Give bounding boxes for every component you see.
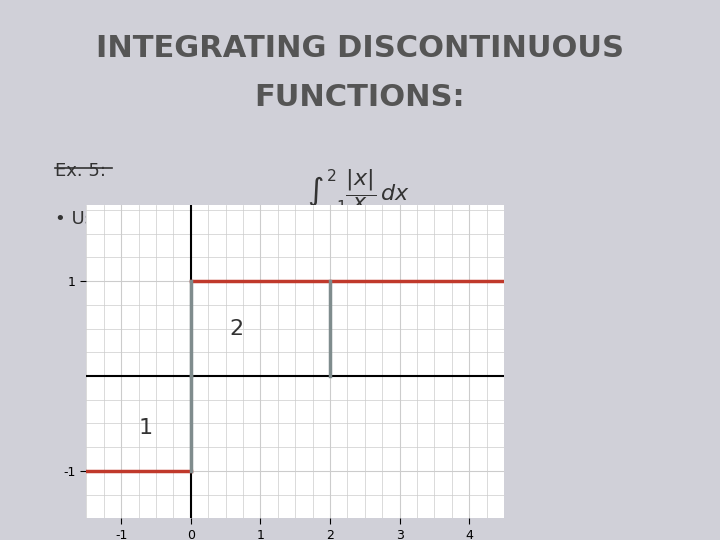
Text: • Use area to find: • Use area to find	[55, 210, 215, 227]
Text: Ex. 5:: Ex. 5:	[55, 161, 107, 180]
Text: FUNCTIONS:: FUNCTIONS:	[255, 83, 465, 112]
Text: 2: 2	[229, 319, 243, 339]
Text: 2- (-1)= 3 units2: 2- (-1)= 3 units2	[294, 258, 443, 275]
Text: $\int_{-1}^{2} \dfrac{|x|}{x}\,dx$: $\int_{-1}^{2} \dfrac{|x|}{x}\,dx$	[307, 168, 410, 215]
Text: INTEGRATING DISCONTINUOUS: INTEGRATING DISCONTINUOUS	[96, 34, 624, 63]
Text: 1: 1	[138, 418, 153, 438]
